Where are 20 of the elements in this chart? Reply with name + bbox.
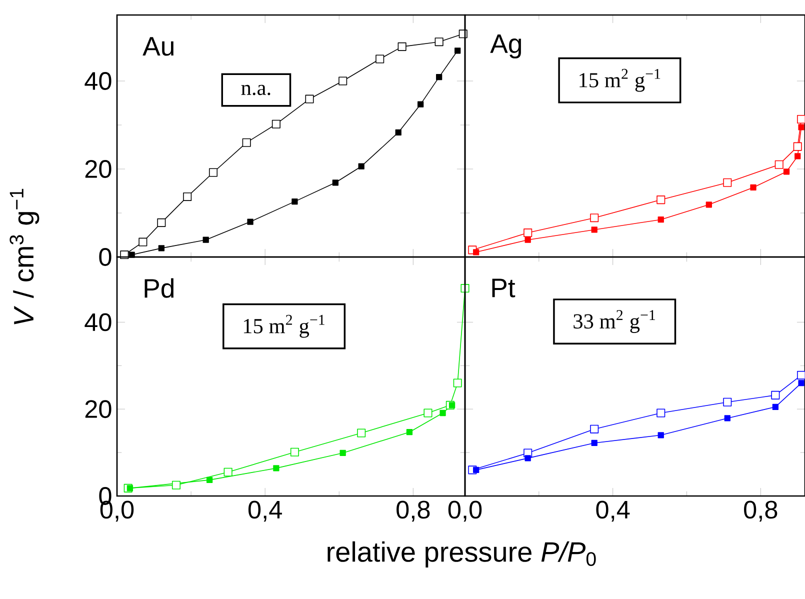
y-tick-label: 0 bbox=[99, 248, 112, 266]
x-tick-label: 0,8 bbox=[744, 500, 778, 522]
annotation: Au bbox=[142, 37, 174, 56]
x-tick-label: 0,0 bbox=[448, 500, 482, 522]
x-tick-label: 0,8 bbox=[396, 500, 430, 522]
annotation: 15 m$^{2}$ g$^{−1}$ bbox=[244, 314, 324, 338]
y-tick-label: 40 bbox=[84, 72, 112, 90]
annotation: 15 m$^{2}$ g$^{−1}$ bbox=[580, 68, 660, 92]
annotation: Pt bbox=[492, 278, 516, 298]
x-tick-label: 0,4 bbox=[248, 500, 282, 522]
x-axis-title: relative pressure P/P$_{0}$ bbox=[328, 541, 596, 568]
y-tick-label: 40 bbox=[84, 313, 112, 332]
annotation: n.a. bbox=[241, 84, 270, 96]
annotation: Ag bbox=[490, 34, 522, 58]
y-axis-title: V / cm$^{3}$ g$^{−1}$ bbox=[10, 188, 40, 324]
y-tick-label: 20 bbox=[85, 400, 112, 418]
y-tick-label: 20 bbox=[85, 160, 112, 178]
annotation: 33 m$^{2}$ g$^{−1}$ bbox=[574, 310, 656, 333]
annotation: Pd bbox=[144, 278, 174, 298]
x-tick-label: 0,4 bbox=[596, 500, 630, 522]
